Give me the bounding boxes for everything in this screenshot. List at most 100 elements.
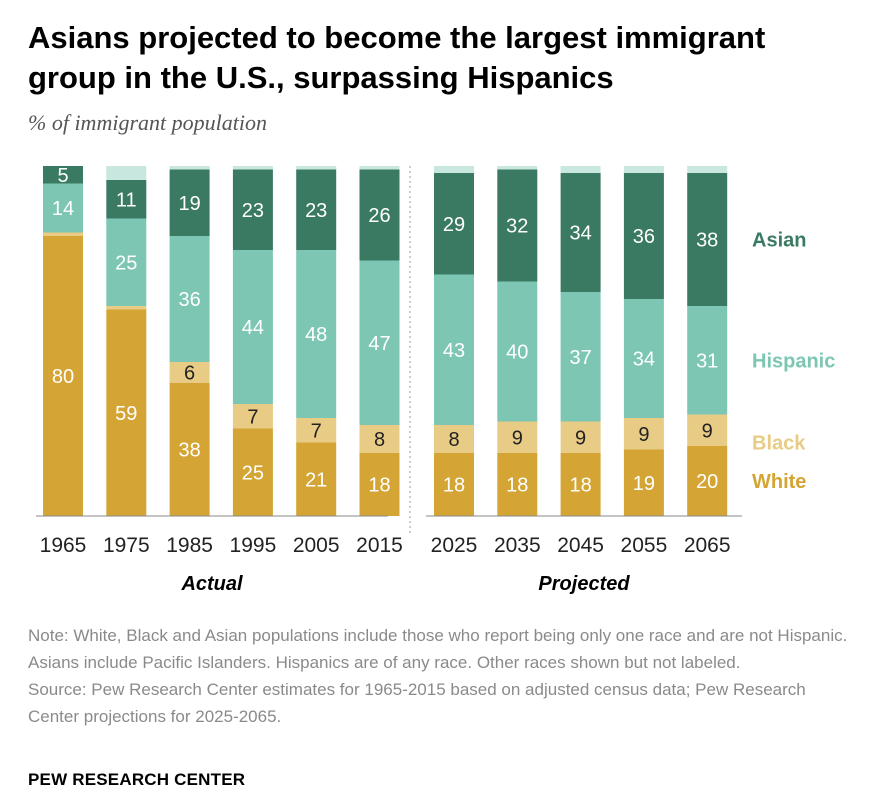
bar-segment-other-1995 (232, 166, 273, 170)
x-tick-label-2065: 2065 (684, 534, 731, 557)
data-label-asian-1965: 5 (57, 165, 68, 187)
data-label-black-2025: 8 (448, 429, 459, 451)
data-label-asian-2065: 38 (696, 230, 718, 252)
bar-2045: 18 9 37 34 (560, 166, 601, 516)
bar-segment-hispanic-1995 (232, 250, 273, 404)
bar-segment-asian-2015 (359, 169, 400, 261)
bar-2035: 18 9 40 32 (497, 166, 538, 516)
bar-segment-asian-2055 (623, 173, 664, 299)
bar-segment-asian-2005 (296, 169, 337, 250)
bar-segment-asian-2035 (497, 169, 538, 282)
bar-segment-white-2015 (359, 453, 400, 516)
bar-segment-asian-1975 (106, 180, 147, 219)
bar-segment-black-2015 (359, 425, 400, 453)
chart-subtitle: % of immigrant population (28, 110, 267, 135)
data-label-asian-2005: 23 (305, 200, 327, 222)
data-label-asian-2015: 26 (368, 205, 390, 227)
data-label-asian-2055: 36 (633, 226, 655, 248)
bar-segment-other-2045 (560, 166, 601, 173)
bar-segment-white-1965 (43, 236, 83, 516)
chart-title: Asians projected to become the largest i… (28, 20, 766, 95)
data-label-hispanic-1995: 44 (242, 317, 264, 339)
bar-segment-asian-2025 (434, 173, 474, 275)
data-label-black-2065: 9 (702, 420, 713, 442)
legend-label-asian: Asian (752, 230, 806, 252)
data-label-black-1995: 7 (247, 406, 258, 428)
bar-segment-hispanic-2005 (296, 250, 337, 418)
bar-2025: 18 8 43 29 (434, 166, 474, 516)
data-label-asian-1985: 19 (178, 193, 200, 215)
x-tick-label-2055: 2055 (621, 534, 668, 557)
bar-segment-hispanic-1975 (106, 218, 147, 306)
data-label-black-2005: 7 (311, 420, 322, 442)
bar-segment-white-2035 (497, 453, 538, 516)
x-tick-label-2025: 2025 (431, 534, 478, 557)
bar-segment-black-1975 (106, 306, 147, 310)
data-label-hispanic-2015: 47 (368, 333, 390, 355)
bar-segment-white-2025 (434, 453, 474, 516)
data-label-asian-2035: 32 (506, 216, 528, 238)
publisher-credit: PEW RESEARCH CENTER (28, 770, 246, 789)
bar-segment-hispanic-1985 (169, 236, 210, 362)
bar-segment-other-2035 (497, 166, 538, 170)
bar-segment-other-2025 (434, 166, 474, 173)
bar-segment-asian-1995 (232, 169, 273, 250)
bar-segment-asian-2045 (560, 173, 601, 292)
bar-segment-white-2055 (623, 449, 664, 516)
x-tick-label-1995: 1995 (230, 534, 277, 557)
data-label-hispanic-2025: 43 (443, 340, 465, 362)
data-label-white-1965: 80 (52, 366, 74, 388)
bar-segment-other-1985 (169, 166, 210, 170)
legend-label-hispanic: Hispanic (752, 350, 835, 372)
bar-segment-black-2005 (296, 418, 337, 443)
note-text: Note: White, Black and Asian populations… (28, 626, 848, 672)
data-label-asian-2025: 29 (443, 214, 465, 236)
data-label-hispanic-1975: 25 (115, 252, 137, 274)
data-label-white-1995: 25 (242, 462, 264, 484)
bar-segment-white-1975 (106, 309, 147, 516)
data-label-white-1985: 38 (178, 440, 200, 462)
bar-segment-black-2025 (434, 425, 474, 453)
bar-segment-hispanic-2065 (687, 306, 728, 415)
bar-segment-asian-2065 (687, 173, 728, 306)
data-label-white-2045: 18 (569, 475, 591, 497)
bar-segment-hispanic-2045 (560, 292, 601, 422)
data-label-black-2035: 9 (512, 427, 523, 449)
data-label-white-2055: 19 (633, 473, 655, 495)
data-label-black-2055: 9 (638, 424, 649, 446)
bar-segment-black-2065 (687, 414, 728, 446)
x-tick-label-1965: 1965 (40, 534, 87, 557)
bar-segment-asian-1985 (169, 169, 210, 236)
data-label-white-2005: 21 (305, 469, 327, 491)
x-tick-label-2015: 2015 (356, 534, 403, 557)
bar-segment-white-1985 (169, 383, 210, 516)
bar-1985: 38 6 36 19 (169, 166, 210, 516)
data-label-hispanic-2045: 37 (569, 347, 591, 369)
data-label-asian-2045: 34 (569, 223, 591, 245)
x-tick-label-2005: 2005 (293, 534, 340, 557)
bar-segment-other-1975 (106, 166, 147, 180)
bar-segment-other-2015 (359, 166, 400, 170)
data-label-white-2035: 18 (506, 475, 528, 497)
bar-2005: 21 7 48 23 (296, 166, 337, 516)
data-label-asian-1975: 11 (116, 189, 137, 211)
x-tick-label-2045: 2045 (557, 534, 604, 557)
bar-segment-white-1995 (232, 428, 273, 516)
bar-segment-white-2045 (560, 453, 601, 516)
data-label-black-2015: 8 (374, 429, 385, 451)
bar-segment-black-2035 (497, 421, 538, 453)
bar-segment-other-2055 (623, 166, 664, 173)
data-label-white-2065: 20 (696, 471, 718, 493)
bar-segment-black-1985 (169, 362, 210, 383)
bar-1975: 59 25 11 (106, 166, 147, 516)
bar-segment-white-2065 (687, 446, 728, 516)
bar-segment-other-2065 (687, 166, 728, 173)
group-label-projected: Projected (538, 573, 630, 595)
bar-2065: 20 9 31 38 (687, 166, 728, 516)
x-tick-label-2035: 2035 (494, 534, 541, 557)
data-label-hispanic-2005: 48 (305, 324, 327, 346)
bar-segment-hispanic-2015 (359, 260, 400, 425)
data-label-white-2015: 18 (368, 475, 390, 497)
data-label-hispanic-2055: 34 (633, 349, 655, 371)
bar-segment-hispanic-2035 (497, 281, 538, 422)
